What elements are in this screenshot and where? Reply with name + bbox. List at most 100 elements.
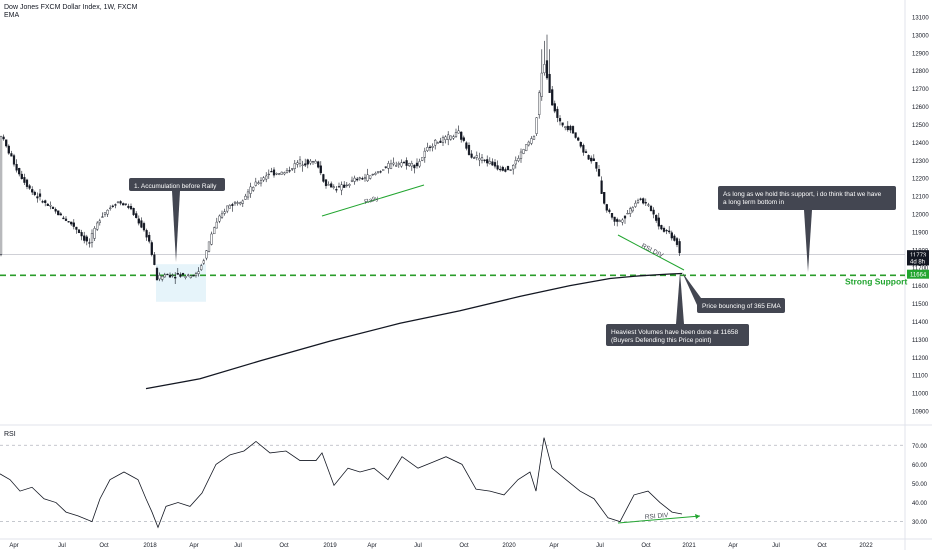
candle[interactable] <box>491 158 494 166</box>
candle[interactable] <box>590 155 593 164</box>
candle[interactable] <box>239 201 242 206</box>
callout-long-term-bottom[interactable]: As long as we hold this support, i do th… <box>718 186 896 272</box>
candle[interactable] <box>192 274 195 277</box>
candle[interactable] <box>392 157 395 167</box>
candle[interactable] <box>509 169 512 171</box>
candle[interactable] <box>410 160 413 171</box>
candle[interactable] <box>83 231 86 244</box>
candle[interactable] <box>109 205 112 211</box>
candle[interactable] <box>314 159 317 164</box>
candle[interactable] <box>384 166 387 169</box>
candle[interactable] <box>267 169 270 179</box>
candle[interactable] <box>59 212 62 216</box>
rsi-line[interactable] <box>0 437 683 529</box>
candle[interactable] <box>296 160 299 168</box>
candle[interactable] <box>592 154 595 161</box>
candle[interactable] <box>31 186 34 195</box>
candle[interactable] <box>226 205 229 214</box>
candle[interactable] <box>163 272 166 278</box>
candle[interactable] <box>304 158 307 167</box>
candle[interactable] <box>129 203 133 211</box>
candle[interactable] <box>228 204 231 209</box>
candle[interactable] <box>205 250 208 261</box>
candle[interactable] <box>561 122 564 128</box>
candle[interactable] <box>98 218 101 226</box>
candle[interactable] <box>621 218 624 226</box>
candle[interactable] <box>356 177 359 182</box>
candle[interactable] <box>210 231 213 246</box>
candle[interactable] <box>241 199 244 208</box>
candle[interactable] <box>506 165 510 171</box>
candle[interactable] <box>5 139 8 148</box>
candle[interactable] <box>135 211 138 219</box>
candle[interactable] <box>644 198 647 207</box>
candle[interactable] <box>371 173 374 176</box>
candle[interactable] <box>434 139 437 150</box>
candle[interactable] <box>616 217 619 227</box>
candle[interactable] <box>566 121 569 132</box>
candle[interactable] <box>556 106 559 123</box>
candle[interactable] <box>54 207 57 214</box>
candle[interactable] <box>127 203 130 210</box>
candle[interactable] <box>184 275 187 280</box>
candle[interactable] <box>142 221 146 232</box>
candle[interactable] <box>470 150 473 159</box>
candle[interactable] <box>577 136 580 142</box>
candle[interactable] <box>395 161 398 167</box>
candle[interactable] <box>626 210 629 215</box>
candle[interactable] <box>150 240 153 257</box>
candle[interactable] <box>366 168 369 182</box>
candle[interactable] <box>197 267 200 277</box>
candle[interactable] <box>207 241 211 253</box>
candle[interactable] <box>15 159 18 173</box>
candle[interactable] <box>343 181 346 188</box>
candle[interactable] <box>499 165 502 172</box>
candle[interactable] <box>340 181 343 196</box>
candle[interactable] <box>600 176 603 195</box>
candle[interactable] <box>449 135 452 141</box>
candle[interactable] <box>668 226 671 234</box>
callout-accumulation[interactable]: 1. Accumulation before Rally <box>129 178 225 262</box>
candle[interactable] <box>293 159 296 173</box>
candle[interactable] <box>244 193 247 200</box>
candle[interactable] <box>153 251 156 266</box>
candle[interactable] <box>218 214 221 224</box>
candle[interactable] <box>595 161 598 172</box>
candle[interactable] <box>662 226 666 233</box>
candle[interactable] <box>213 226 216 235</box>
candle[interactable] <box>25 178 29 190</box>
candle[interactable] <box>309 159 312 166</box>
candle[interactable] <box>582 143 585 156</box>
candle[interactable] <box>548 49 551 93</box>
rally-trendline[interactable] <box>321 184 425 217</box>
candle[interactable] <box>504 167 507 173</box>
candle[interactable] <box>265 172 268 183</box>
candle[interactable] <box>623 215 627 224</box>
candle[interactable] <box>332 184 335 190</box>
candle[interactable] <box>187 273 190 277</box>
candle[interactable] <box>564 126 567 131</box>
candle[interactable] <box>85 234 88 246</box>
candle[interactable] <box>148 231 151 244</box>
candle[interactable] <box>101 212 104 218</box>
candle[interactable] <box>158 272 161 282</box>
candle[interactable] <box>636 198 640 204</box>
candle[interactable] <box>140 217 143 229</box>
candle[interactable] <box>543 40 546 76</box>
candle[interactable] <box>569 124 572 134</box>
candle[interactable] <box>478 152 481 167</box>
candle[interactable] <box>467 142 471 156</box>
candle[interactable] <box>657 212 660 230</box>
candle[interactable] <box>428 144 432 152</box>
candle[interactable] <box>444 135 447 144</box>
candle[interactable] <box>483 159 486 163</box>
candle[interactable] <box>75 226 78 234</box>
candle[interactable] <box>254 177 257 187</box>
candle[interactable] <box>447 131 450 146</box>
candle[interactable] <box>473 156 476 159</box>
price-div-trendline[interactable] <box>617 234 685 271</box>
candle[interactable] <box>670 230 673 241</box>
candle[interactable] <box>618 219 621 223</box>
ema-line[interactable] <box>145 272 683 390</box>
candle[interactable] <box>291 168 294 172</box>
